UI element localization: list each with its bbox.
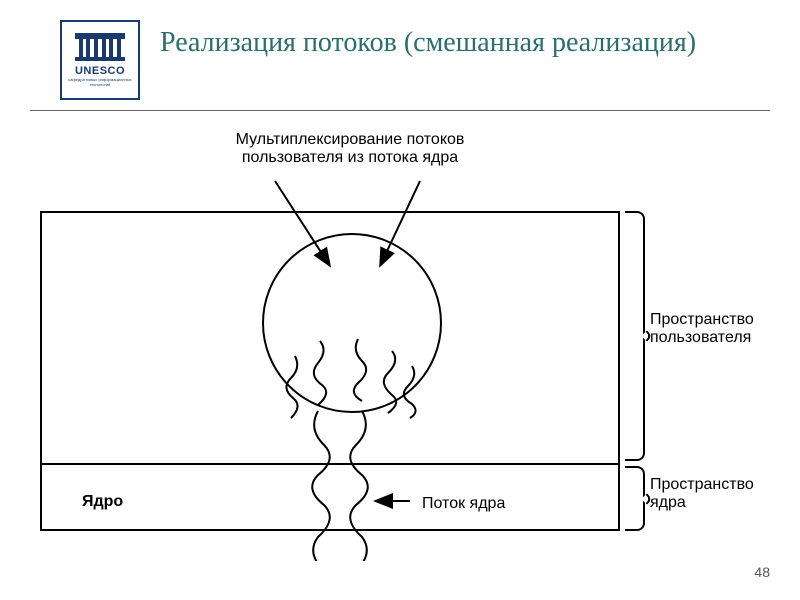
main-box: Ядро Поток ядра <box>40 211 620 531</box>
diagram: Мультиплексирование потоков пользователя… <box>40 131 760 561</box>
bracket-user-space <box>625 211 645 461</box>
unesco-logo: UNESCO кафедра новых информационных техн… <box>60 20 140 100</box>
logo-text: UNESCO <box>75 65 125 77</box>
bracket-kernel-space <box>625 466 645 531</box>
user-space-label: Пространство пользователя <box>650 311 780 347</box>
page-number: 48 <box>754 564 770 580</box>
logo-subtitle: кафедра новых информационных технологий <box>66 77 134 87</box>
diagram-caption: Мультиплексирование потоков пользователя… <box>210 131 490 167</box>
slide-title: Реализация потоков (смешанная реализация… <box>160 20 696 60</box>
divider-line <box>42 463 618 465</box>
kernel-thread-label: Поток ядра <box>422 495 505 513</box>
header: UNESCO кафедра новых информационных техн… <box>30 0 770 111</box>
kernel-space-label: Пространство ядра <box>650 476 780 512</box>
kernel-label: Ядро <box>82 493 123 511</box>
process-circle <box>262 233 442 413</box>
